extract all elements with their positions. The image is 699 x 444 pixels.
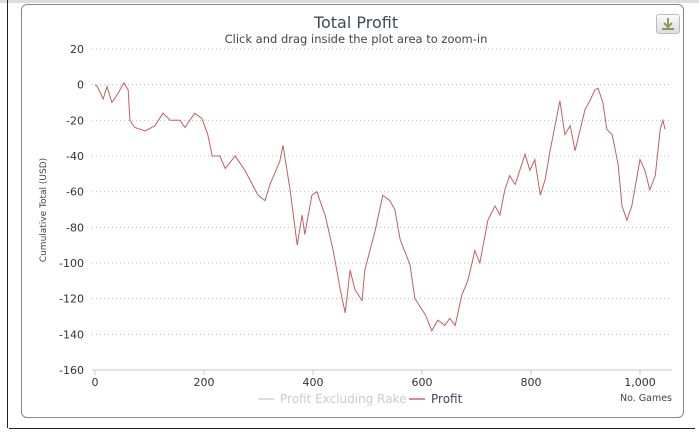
top-border (0, 0, 699, 3)
series-line-profit (94, 81, 666, 332)
legend-item[interactable]: Profit Excluding Rake (258, 392, 406, 406)
frame-left (7, 0, 8, 428)
y-tick-label: -60 (66, 186, 84, 199)
x-tick-label: 1,000 (624, 376, 656, 389)
x-tick-label: 400 (303, 376, 324, 389)
y-tick-label: -20 (66, 114, 84, 127)
download-icon (662, 18, 674, 30)
x-tick-label: 800 (521, 376, 542, 389)
y-tick-label: -80 (66, 221, 84, 234)
frame-bottom (9, 428, 695, 429)
y-axis-label: Cumulative Total (USD) (39, 158, 49, 262)
legend-label: Profit (431, 392, 463, 406)
y-tick-label: 20 (70, 43, 84, 56)
y-tick-label: -120 (59, 293, 84, 306)
x-tick-label: 0 (92, 376, 99, 389)
chart-title: Total Profit (313, 13, 398, 32)
x-tick-label: 200 (194, 376, 215, 389)
y-tick-label: -160 (59, 364, 84, 377)
x-axis-label: No. Games (620, 393, 672, 404)
legend-label: Profit Excluding Rake (280, 392, 406, 406)
x-tick-label: 600 (412, 376, 433, 389)
chart-container (21, 4, 684, 418)
y-tick-label: -100 (59, 257, 84, 270)
y-tick-label: 0 (77, 79, 84, 92)
download-button[interactable] (656, 14, 680, 34)
y-tick-label: -140 (59, 328, 84, 341)
y-tick-label: -40 (66, 150, 84, 163)
legend-item[interactable]: Profit (409, 392, 463, 406)
chart-subtitle: Click and drag inside the plot area to z… (225, 32, 488, 46)
